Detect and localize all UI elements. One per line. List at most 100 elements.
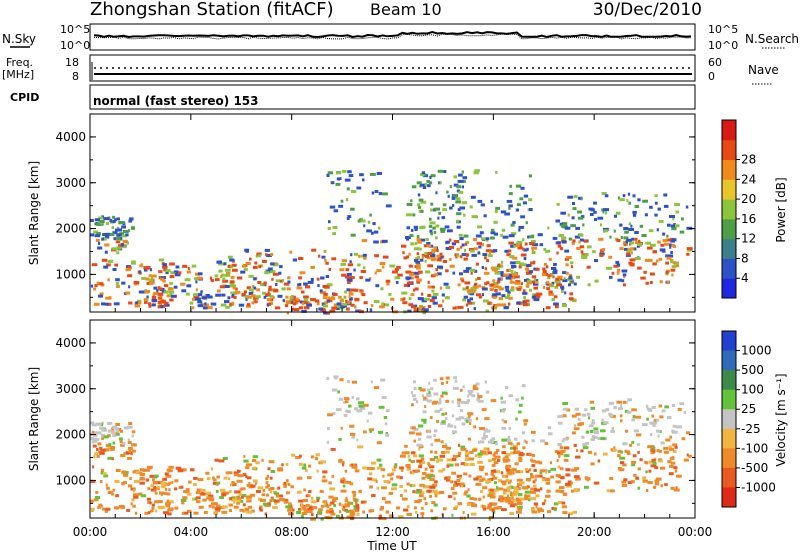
scatter-cell (560, 285, 565, 289)
scatter-cell (160, 485, 166, 489)
scatter-cell (617, 454, 621, 458)
scatter-cell (296, 511, 301, 514)
scatter-cell (458, 454, 461, 457)
scatter-cell (151, 509, 154, 512)
scatter-cell (94, 431, 97, 435)
scatter-cell (323, 285, 330, 289)
scatter-cell (366, 466, 371, 470)
scatter-cell (494, 470, 501, 474)
scatter-cell (273, 289, 279, 293)
scatter-cell (350, 207, 355, 211)
scatter-cell (475, 262, 479, 266)
scatter-cell (194, 272, 201, 276)
scatter-cell (621, 480, 627, 484)
scatter-cell (346, 217, 350, 220)
scatter-cell (337, 390, 340, 394)
scatter-cell (162, 279, 166, 283)
scatter-cell (242, 264, 247, 268)
scatter-cell (238, 492, 243, 496)
scatter-cell (519, 481, 525, 485)
y-tick-label: 4000 (55, 336, 86, 350)
scatter-cell (449, 264, 455, 268)
scatter-cell (105, 296, 112, 300)
scatter-cell (157, 481, 163, 485)
scatter-cell (145, 277, 150, 281)
scatter-cell (144, 290, 150, 293)
scatter-cell (429, 458, 436, 461)
scatter-cell (521, 396, 524, 400)
scatter-cell (444, 417, 448, 421)
scatter-cell (445, 269, 449, 273)
scatter-cell (379, 305, 385, 309)
scatter-cell (345, 299, 348, 303)
scatter-cell (112, 488, 116, 492)
scatter-cell (471, 394, 476, 398)
scatter-cell (453, 497, 456, 501)
scatter-cell (666, 280, 670, 284)
scatter-cell (180, 282, 186, 286)
scatter-cell (285, 462, 289, 466)
scatter-cell (347, 170, 352, 174)
scatter-cell (620, 461, 625, 465)
scatter-cell (141, 276, 146, 280)
scatter-cell (422, 186, 427, 189)
scatter-cell (405, 464, 411, 467)
scatter-cell (590, 208, 595, 212)
scatter-cell (434, 249, 439, 252)
scatter-cell (166, 492, 171, 496)
scatter-cell (473, 247, 478, 251)
scatter-cell (628, 261, 633, 265)
scatter-cell (513, 445, 518, 448)
scatter-cell (484, 472, 488, 476)
scatter-cell (168, 290, 174, 294)
scatter-cell (96, 222, 101, 226)
scatter-cell (564, 257, 569, 261)
scatter-cell (345, 480, 351, 484)
scatter-cell (383, 416, 388, 419)
scatter-cell (490, 266, 496, 270)
scatter-cell (442, 468, 446, 472)
scatter-cell (335, 307, 340, 310)
scatter-cell (516, 442, 520, 446)
scatter-cell (98, 294, 103, 298)
scatter-cell (619, 419, 623, 423)
colorbar-swatch (722, 409, 736, 430)
scatter-cell (473, 269, 478, 273)
colorbar-tick-label: 1000 (741, 344, 772, 358)
scatter-cell (309, 506, 313, 510)
scatter-cell (327, 227, 331, 230)
scatter-cell (225, 268, 231, 272)
scatter-cell (564, 482, 571, 486)
scatter-cell (338, 458, 343, 462)
scatter-cell (423, 244, 428, 248)
scatter-cell (258, 254, 261, 258)
scatter-cell (365, 278, 371, 282)
scatter-cell (593, 481, 600, 485)
scatter-cell (483, 214, 487, 218)
scatter-cell (341, 504, 345, 508)
scatter-cell (558, 454, 561, 458)
scatter-cell (414, 500, 420, 504)
scatter-cell (354, 252, 358, 256)
scatter-cell (575, 455, 581, 459)
scatter-cell (230, 291, 233, 295)
scatter-cell (161, 481, 168, 485)
scatter-cell (572, 207, 577, 211)
scatter-cell (107, 421, 113, 425)
scatter-cell (506, 199, 513, 203)
scatter-cell (402, 297, 406, 301)
nsky-tick-bottom: 10^0 (60, 39, 90, 52)
scatter-cell (431, 296, 437, 300)
scatter-cell (146, 295, 149, 299)
scatter-cell (489, 493, 494, 497)
scatter-cell (265, 293, 271, 297)
scatter-cell (469, 450, 474, 454)
scatter-cell (522, 291, 528, 295)
scatter-cell (613, 214, 617, 218)
scatter-cell (589, 424, 594, 428)
scatter-cell (601, 248, 606, 252)
nave-tick-bottom: 0 (708, 70, 715, 83)
scatter-cell (127, 441, 132, 444)
scatter-cell (206, 496, 213, 500)
scatter-cell (340, 199, 344, 203)
